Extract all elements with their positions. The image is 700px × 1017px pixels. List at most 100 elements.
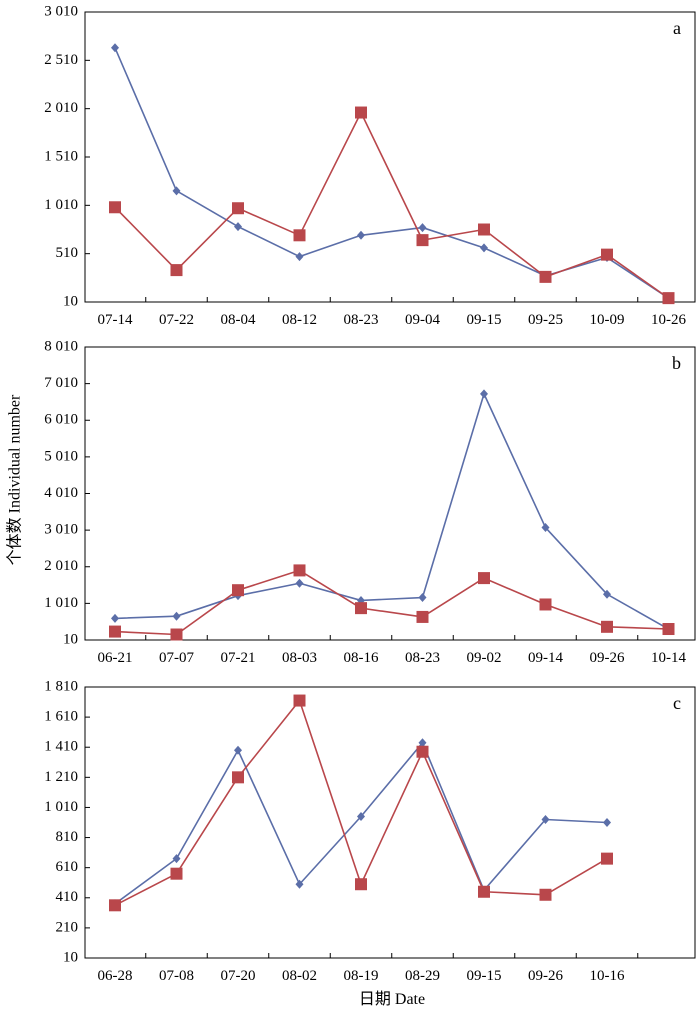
panel-b-series-blue-diamond-point: [418, 593, 427, 603]
panel-c-series-blue-diamond-point: [418, 738, 427, 748]
panel-a-series-red-square-point: [539, 270, 552, 283]
panel-b-series-blue-diamond-point: [541, 523, 550, 533]
panel-b-y-tick-label: 5 010: [44, 448, 78, 464]
panel-a-x-tick-label: 09-25: [528, 312, 563, 328]
panel-c-x-tick-label: 09-26: [528, 968, 563, 984]
panel-b-series-red-square-point: [355, 602, 367, 615]
panel-c-x-tick-label: 06-28: [98, 968, 133, 984]
panel-a-x-tick-label: 09-15: [467, 312, 502, 328]
panel-b-y-tick-label: 8 010: [44, 338, 78, 354]
panel-a-series-red-square-point: [601, 248, 613, 261]
panel-c-x-tick-label: 10-16: [590, 968, 625, 984]
x-axis-title: 日期 Date: [359, 990, 425, 1008]
panel-a-panel-label: a: [673, 18, 681, 38]
panel-b-y-tick-label: 1 010: [44, 595, 78, 611]
panel-a-series-blue-diamond-point: [172, 186, 181, 196]
panel-c-x-tick-label: 09-15: [467, 968, 502, 984]
panel-a-series-red-square-point: [416, 234, 429, 247]
panel-c-y-tick-label: 210: [56, 919, 79, 935]
panel-b-series-red-square-point: [478, 572, 490, 585]
panel-b-y-tick-label: 7 010: [44, 375, 78, 391]
panel-c-series-red-square-point: [232, 771, 244, 784]
panel-a-x-tick-label: 07-14: [98, 312, 133, 328]
panel-b-x-tick-label: 07-07: [159, 650, 194, 666]
panel-a-series-blue-diamond-point: [295, 252, 304, 262]
panel-c-y-tick-label: 1 610: [44, 709, 78, 725]
panel-c-series-red-square-point: [416, 745, 429, 758]
panel-c-y-tick-label: 1 810: [44, 678, 78, 694]
panel-c-series-blue-diamond-point: [234, 745, 242, 755]
panel-b-series-blue-diamond-point: [172, 611, 181, 621]
panel-c-plot-frame: [84, 686, 696, 959]
panel-b-series-red-square-line: [114, 569, 669, 636]
panel-c-x-tick-label: 08-02: [282, 968, 317, 984]
panel-a-x-tick-label: 10-26: [651, 312, 686, 328]
panel-a-y-tick-label: 1 010: [44, 197, 78, 213]
panel-a-series-blue-diamond-point: [234, 222, 242, 232]
panel-c-series-red-square-point: [170, 867, 183, 880]
panel-b-x-tick-label: 09-26: [590, 650, 625, 666]
panel-b-plot-frame: [84, 346, 696, 641]
panel-c-x-tick-label: 08-19: [344, 968, 379, 984]
panel-a-series-red-square-line: [114, 111, 669, 299]
panel-c-series-red-square-point: [539, 888, 552, 901]
panel-b-y-tick-label: 2 010: [44, 558, 78, 574]
panel-a-series-red-square-point: [109, 201, 121, 214]
panel-b-panel-label: b: [672, 353, 681, 373]
panel-c-x-tick-label: 07-20: [221, 968, 256, 984]
panel-c-series-red-square-point: [478, 885, 490, 898]
panel-b-series-red-square-point: [170, 628, 183, 641]
panel-b-y-tick-label: 10: [63, 631, 78, 647]
panel-a-x-tick-label: 08-23: [344, 312, 379, 328]
panel-b-series-blue-diamond-line: [114, 393, 669, 630]
panel-c-series-blue-diamond-point: [541, 814, 550, 824]
panel-a-series-blue-diamond-line: [114, 47, 669, 299]
panel-c-series-red-square-point: [601, 852, 613, 865]
panel-a-series-red-square-point: [232, 202, 244, 215]
panel-b-x-tick-label: 07-21: [221, 650, 256, 666]
panel-a-x-tick-label: 10-09: [590, 312, 625, 328]
panel-c-series-blue-diamond-point: [295, 879, 304, 889]
panel-a-x-tick-label: 07-22: [159, 312, 194, 328]
panel-a-x-tick-label: 09-04: [405, 312, 440, 328]
panel-a-y-tick-label: 1 510: [44, 148, 78, 164]
panel-b-series-blue-diamond-point: [480, 389, 488, 399]
panel-c-y-tick-label: 10: [63, 949, 78, 965]
panel-b-series-red-square-point: [416, 610, 429, 623]
panel-c-series-red-square-point: [355, 878, 367, 891]
panel-a-series-blue-diamond-point: [480, 243, 488, 253]
panel-c-y-tick-label: 410: [56, 889, 79, 905]
panel-a-y-tick-label: 2 510: [44, 52, 78, 68]
panel-a-series-red-square-point: [662, 292, 675, 305]
panel-b-x-tick-label: 08-03: [282, 650, 317, 666]
panel-c-series-red-square-point: [109, 899, 121, 912]
panel-c-y-tick-label: 810: [56, 829, 79, 845]
panel-a-y-tick-label: 2 010: [44, 100, 78, 116]
panel-b-series-red-square-point: [539, 598, 552, 611]
panel-a-series-blue-diamond-point: [357, 230, 365, 240]
panel-a-x-tick-label: 08-04: [221, 312, 256, 328]
panel-b-x-tick-label: 09-14: [528, 650, 563, 666]
panel-a-series-blue-diamond-point: [111, 43, 119, 53]
panel-a-y-tick-label: 10: [63, 293, 78, 309]
panel-c-series-blue-diamond-point: [357, 811, 365, 821]
panel-b-y-tick-label: 4 010: [44, 485, 78, 501]
panel-b-y-tick-label: 6 010: [44, 412, 78, 428]
panel-c-x-tick-label: 08-29: [405, 968, 440, 984]
panel-c-series-red-square-line: [114, 699, 608, 907]
panel-c-y-tick-label: 1 410: [44, 739, 78, 755]
panel-a-y-tick-label: 3 010: [44, 3, 78, 19]
panel-c-y-tick-label: 1 210: [44, 769, 78, 785]
panel-b: 8 010 7 010 6 010 5 010 4 010 3 010 2 010 1 010…: [44, 338, 696, 666]
panel-b-y-tick-label: 3 010: [44, 522, 78, 538]
panel-b-x-tick-label: 08-16: [344, 650, 379, 666]
panel-a-series-blue-diamond-point: [418, 223, 427, 233]
panel-c-series-blue-diamond-point: [603, 818, 611, 827]
panel-b-x-tick-label: 06-21: [98, 650, 133, 666]
panel-c-series-blue-diamond-point: [172, 854, 181, 864]
panel-c-series-red-square-point: [293, 694, 306, 707]
panel-b-series-red-square-point: [662, 623, 675, 636]
panel-b-series-blue-diamond-point: [295, 578, 304, 588]
